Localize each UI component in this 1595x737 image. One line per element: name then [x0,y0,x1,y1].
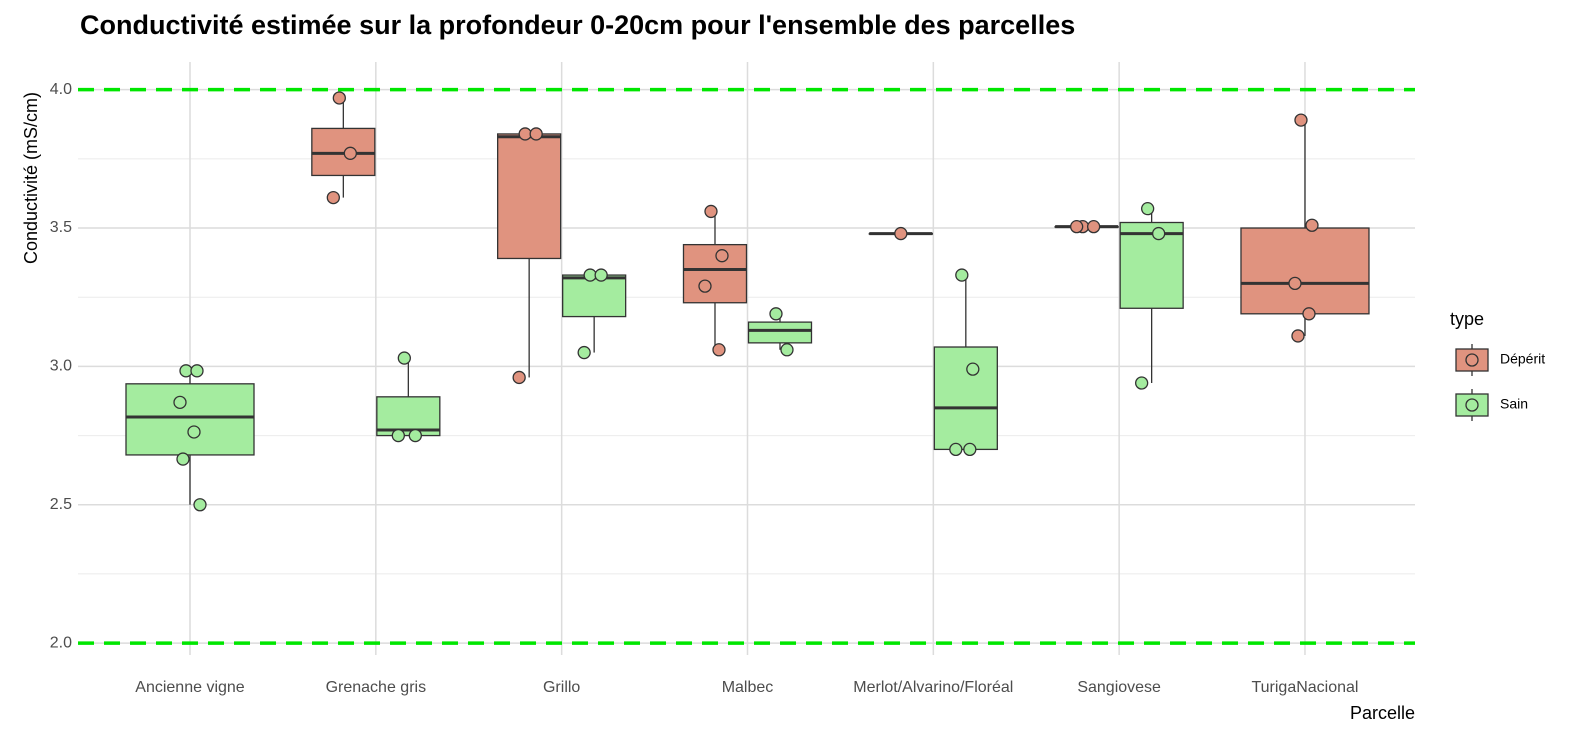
point [391,428,405,443]
box [1119,221,1184,309]
point [408,428,422,443]
point [955,268,969,282]
point [193,498,207,512]
y-tick-label: 2.0 [50,634,72,651]
x-tick-label: Ancienne vigne [135,679,245,696]
point [1135,376,1149,390]
y-tick-label: 3.0 [50,358,72,375]
x-tick-label: Malbec [722,679,774,696]
point [176,452,190,466]
legend-label: Sain [1500,396,1528,412]
point [1152,226,1166,241]
point [966,362,980,376]
point [698,279,712,293]
point [1302,307,1316,321]
point [529,127,543,141]
legend-point [1465,353,1479,367]
point [715,249,729,263]
point [397,351,411,365]
point [326,190,340,205]
box [682,243,748,304]
box [747,321,813,344]
point [1305,218,1319,232]
point [1087,219,1101,234]
point [332,91,346,105]
point [1141,202,1155,216]
point [1288,276,1302,291]
point [577,345,591,360]
point [1294,113,1308,127]
point [173,395,187,410]
x-tick-label: Grillo [543,679,580,696]
box [125,383,255,456]
point [179,364,193,378]
box [562,274,627,318]
point [894,226,908,241]
point [1070,219,1084,234]
x-tick-label: Sangiovese [1077,679,1161,696]
box [1240,227,1370,315]
point [583,268,597,282]
x-tick-label: TurigaNacional [1251,679,1358,696]
legend-label: Dépérit [1500,351,1545,367]
y-tick-label: 4.0 [50,81,72,98]
legend-point [1465,398,1479,412]
point [512,370,526,385]
x-axis-title: Parcelle [1350,703,1415,723]
x-tick-label: Grenache gris [326,679,427,696]
point [780,343,794,357]
point [949,442,963,457]
point [190,364,204,378]
chart-title: Conductivité estimée sur la profondeur 0… [80,10,1075,40]
point [594,268,608,282]
point [769,307,783,321]
point [712,343,726,357]
point [963,442,977,457]
point [343,146,357,160]
point [187,425,201,439]
point [1291,329,1305,343]
box [933,346,998,451]
box [497,133,562,260]
x-tick-label: Merlot/Alvarino/Floréal [853,679,1013,696]
legend-title: type [1450,309,1484,329]
y-tick-label: 3.5 [50,219,72,236]
point [704,204,718,219]
point [518,127,532,141]
y-tick-label: 2.5 [50,496,72,513]
y-axis-title: Conductivité (mS/cm) [21,92,41,264]
